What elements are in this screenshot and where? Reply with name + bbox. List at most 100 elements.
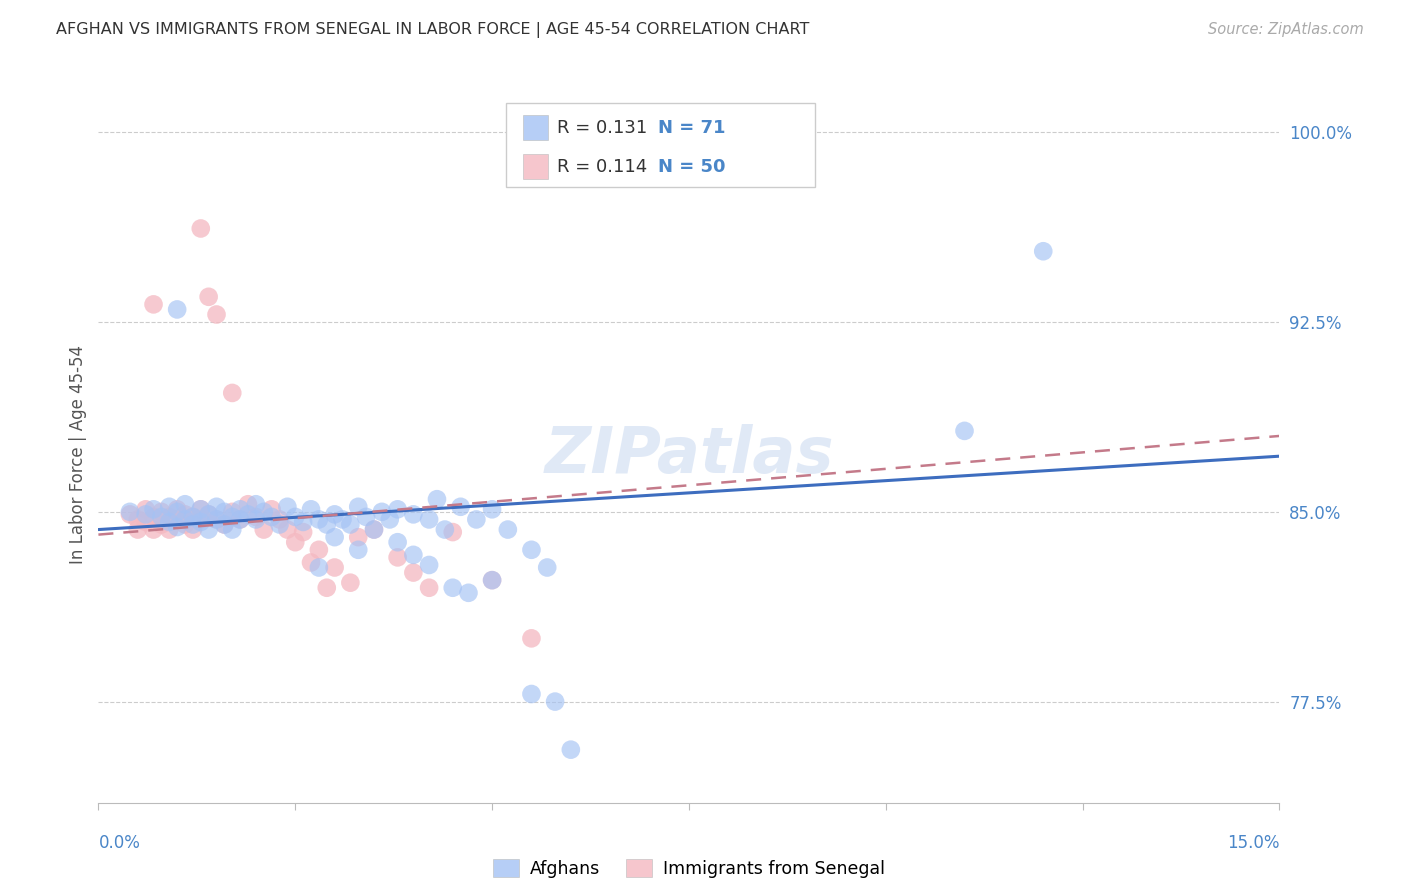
Point <box>205 512 228 526</box>
Point <box>135 508 157 522</box>
Point <box>205 308 228 322</box>
Point <box>583 829 606 843</box>
Point <box>229 512 252 526</box>
Point <box>253 505 276 519</box>
Point <box>520 632 543 646</box>
Point <box>292 525 315 540</box>
Point <box>174 512 197 526</box>
Point <box>221 386 243 401</box>
Point <box>245 512 267 526</box>
Point <box>308 512 330 526</box>
Point <box>166 505 188 519</box>
Point <box>299 502 322 516</box>
Point <box>520 687 543 701</box>
Point <box>560 742 582 756</box>
Point <box>363 523 385 537</box>
Point <box>197 508 219 522</box>
Point <box>387 502 409 516</box>
Point <box>150 517 173 532</box>
Point <box>315 581 337 595</box>
Point <box>245 509 267 524</box>
Point <box>387 550 409 565</box>
Point <box>190 502 212 516</box>
Point <box>284 535 307 549</box>
Point <box>457 586 479 600</box>
Text: R = 0.114: R = 0.114 <box>557 158 647 176</box>
Y-axis label: In Labor Force | Age 45-54: In Labor Force | Age 45-54 <box>69 345 87 565</box>
Point <box>402 548 425 562</box>
Point <box>363 523 385 537</box>
Text: R = 0.131: R = 0.131 <box>557 119 647 136</box>
Point <box>221 509 243 524</box>
Point <box>323 508 346 522</box>
Point <box>229 512 252 526</box>
Point <box>174 497 197 511</box>
Point <box>197 523 219 537</box>
Point <box>347 500 370 514</box>
Point <box>221 523 243 537</box>
Text: N = 71: N = 71 <box>658 119 725 136</box>
Legend: Afghans, Immigrants from Senegal: Afghans, Immigrants from Senegal <box>486 852 891 885</box>
Point <box>269 517 291 532</box>
Point <box>181 517 204 532</box>
Point <box>205 500 228 514</box>
Point <box>418 558 440 572</box>
Point <box>214 517 236 532</box>
Point <box>339 575 361 590</box>
Point <box>135 515 157 529</box>
Point <box>426 492 449 507</box>
Point <box>221 505 243 519</box>
Point <box>284 509 307 524</box>
Point <box>253 523 276 537</box>
Point <box>157 523 180 537</box>
Point <box>142 509 165 524</box>
Point <box>197 508 219 522</box>
Point <box>536 560 558 574</box>
Point <box>166 302 188 317</box>
Point <box>520 542 543 557</box>
Text: AFGHAN VS IMMIGRANTS FROM SENEGAL IN LABOR FORCE | AGE 45-54 CORRELATION CHART: AFGHAN VS IMMIGRANTS FROM SENEGAL IN LAB… <box>56 22 810 38</box>
Text: 15.0%: 15.0% <box>1227 834 1279 852</box>
Point <box>181 523 204 537</box>
Point <box>214 517 236 532</box>
Point <box>481 573 503 587</box>
Point <box>481 502 503 516</box>
Point <box>118 508 141 522</box>
Point <box>347 530 370 544</box>
Point <box>441 581 464 595</box>
Point <box>181 509 204 524</box>
Point <box>118 505 141 519</box>
Point <box>481 573 503 587</box>
Point <box>347 542 370 557</box>
Point <box>181 509 204 524</box>
Point <box>418 581 440 595</box>
Point <box>174 517 197 532</box>
Point <box>323 560 346 574</box>
Point <box>402 508 425 522</box>
Point <box>205 512 228 526</box>
Point <box>135 502 157 516</box>
Point <box>236 508 259 522</box>
Point <box>433 523 456 537</box>
Point <box>190 221 212 235</box>
Point <box>441 525 464 540</box>
Point <box>157 509 180 524</box>
Point <box>323 530 346 544</box>
Point <box>127 512 149 526</box>
Point <box>292 515 315 529</box>
Point <box>150 509 173 524</box>
Point <box>190 515 212 529</box>
Point <box>402 566 425 580</box>
Point <box>269 512 291 526</box>
Point <box>339 517 361 532</box>
Point <box>236 497 259 511</box>
Point <box>260 509 283 524</box>
Point <box>157 500 180 514</box>
Point <box>174 508 197 522</box>
Point <box>127 523 149 537</box>
Point <box>387 535 409 549</box>
Point <box>308 560 330 574</box>
Point <box>276 500 298 514</box>
Point <box>354 509 377 524</box>
Text: 0.0%: 0.0% <box>98 834 141 852</box>
